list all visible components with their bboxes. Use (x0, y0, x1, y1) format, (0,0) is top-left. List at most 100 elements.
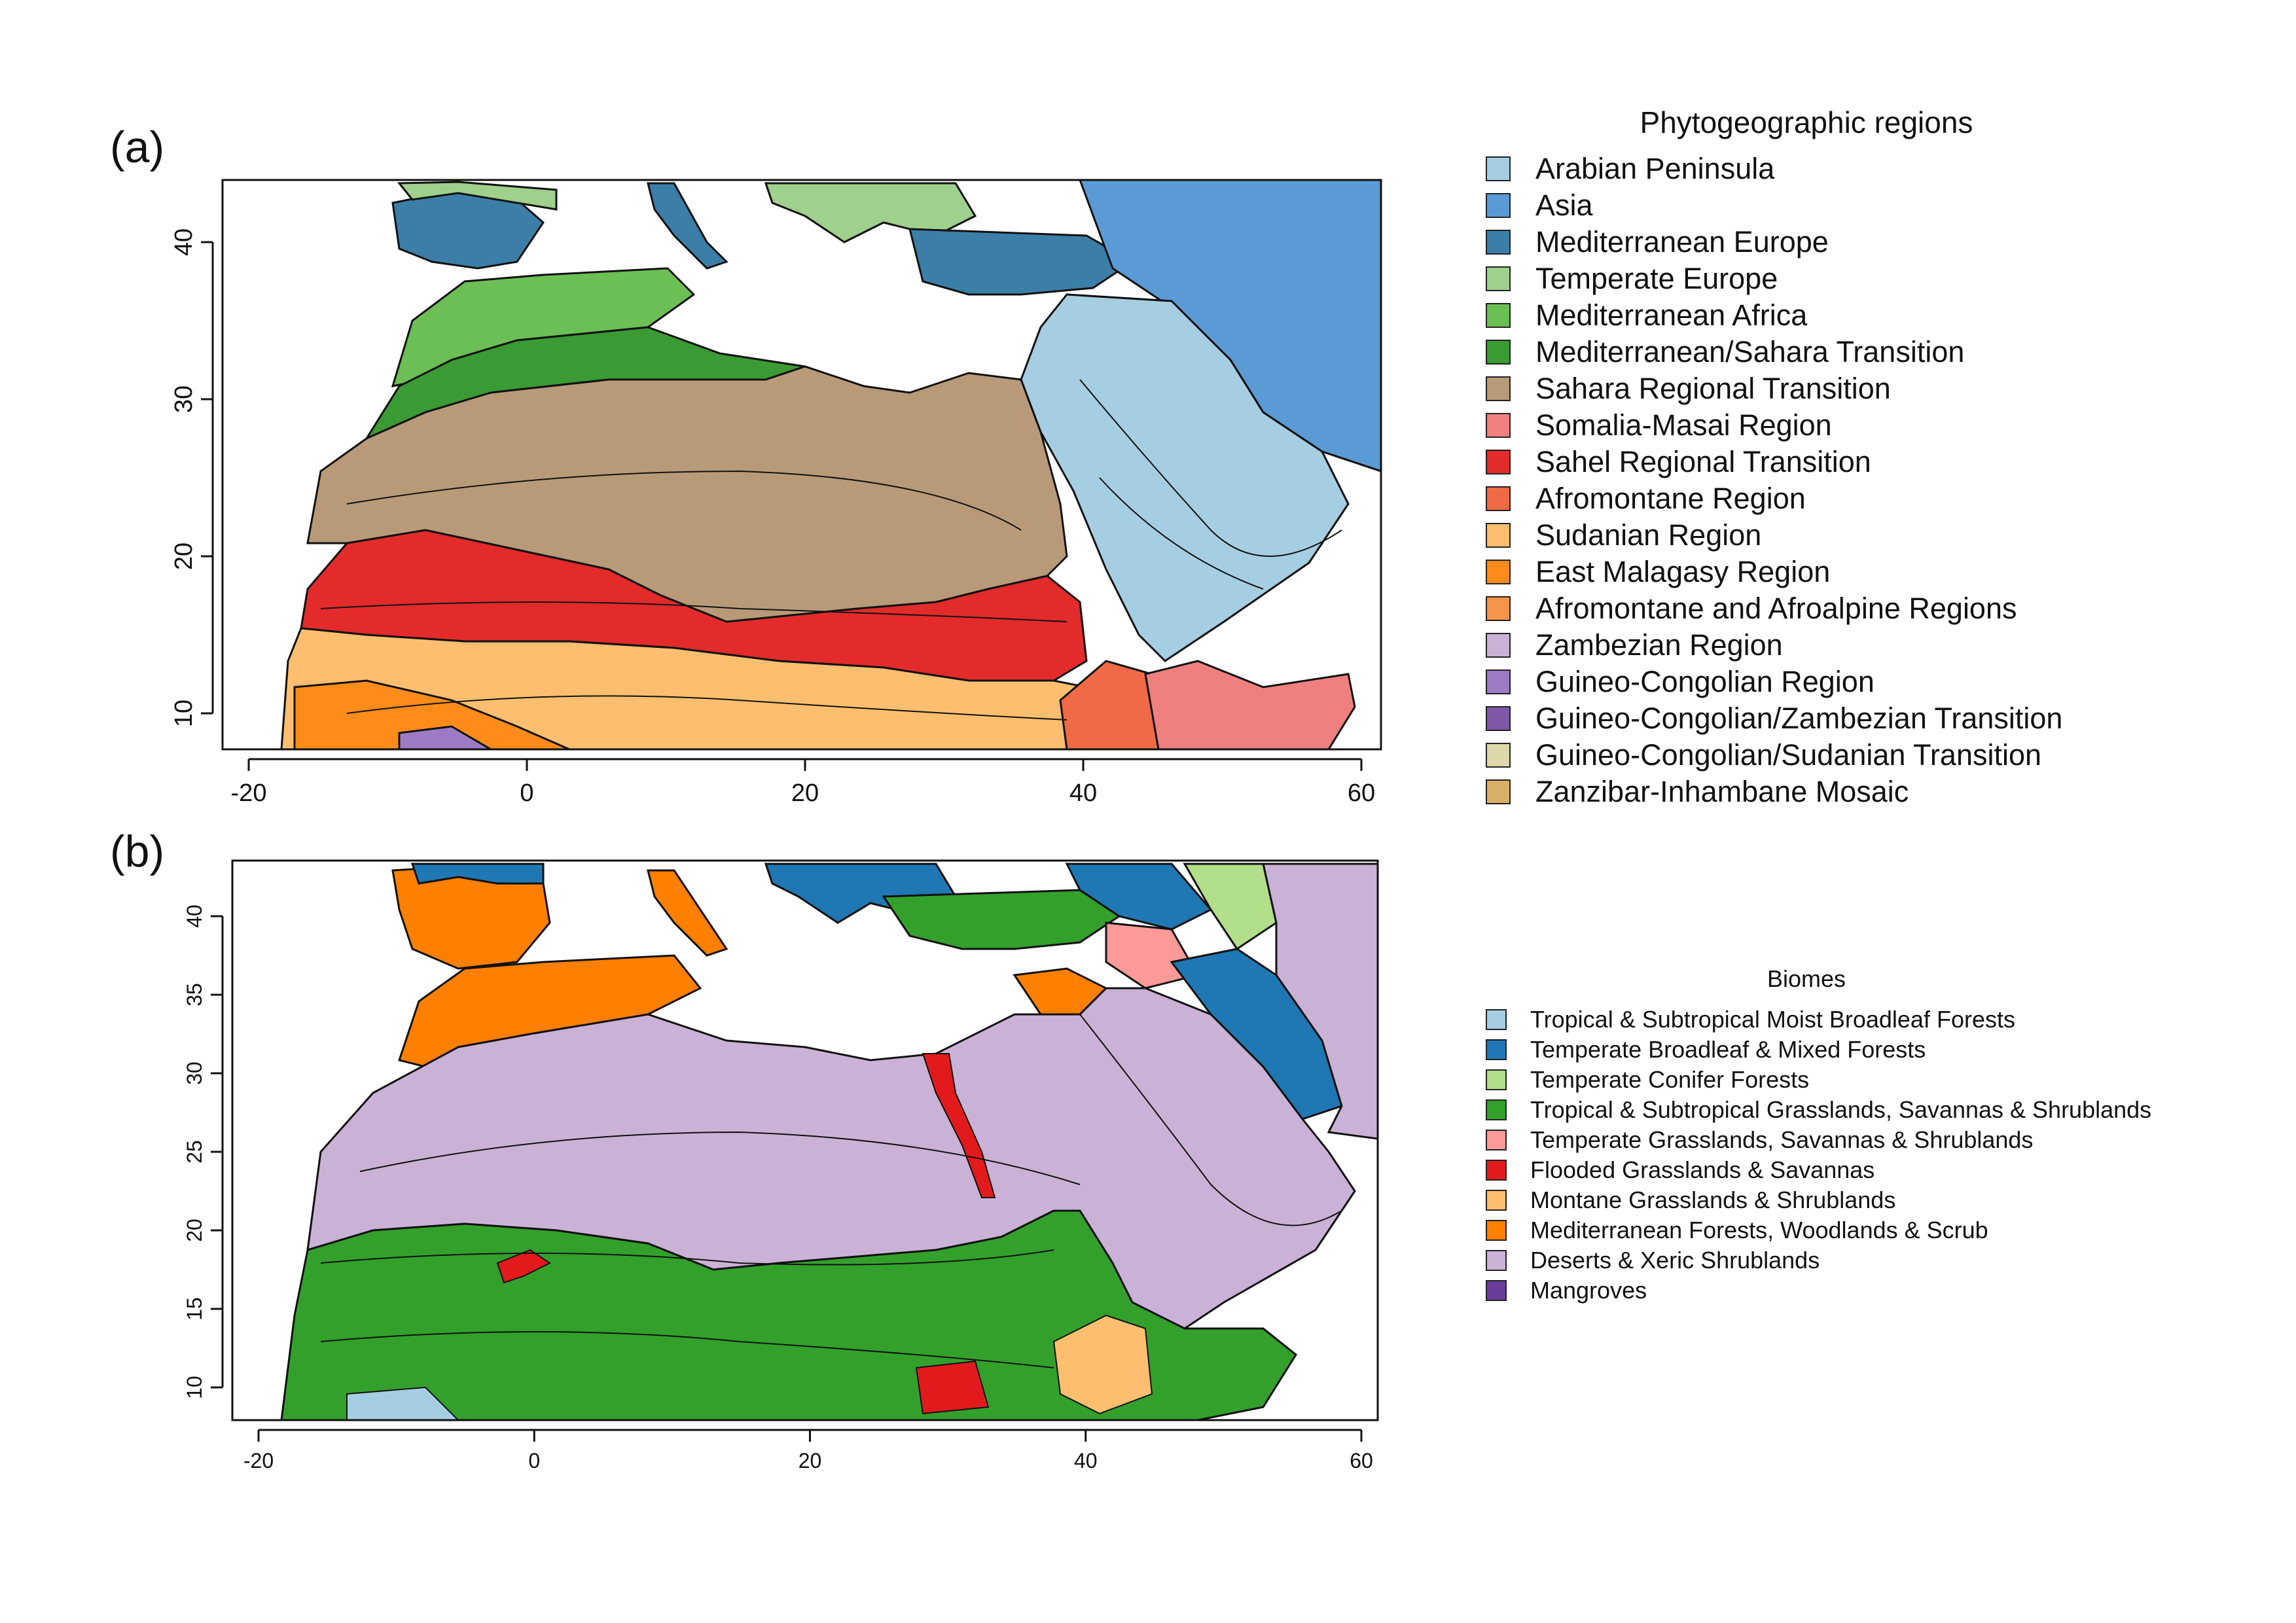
legend-label: Afromontane and Afroalpine Regions (1535, 592, 2017, 625)
legend-swatch (1486, 1250, 1507, 1271)
a-legend-item: Sudanian Region (1486, 517, 2238, 554)
panel-b-label: (b) (110, 827, 165, 876)
region-balkans (764, 182, 977, 243)
legend-swatch (1486, 1009, 1507, 1030)
legend-swatch (1486, 1160, 1507, 1181)
biome-flooded-sudd (915, 1360, 990, 1415)
x-tick-label: -20 (231, 779, 267, 807)
a-legend-item: Mediterranean Africa (1486, 297, 2238, 334)
biome-flooded-niger (496, 1249, 551, 1284)
legend-label: Tropical & Subtropical Grasslands, Savan… (1530, 1096, 2152, 1123)
x-tick-label: -20 (243, 1449, 274, 1472)
legend-label: Guineo-Congolian Region (1535, 665, 1874, 698)
b-legend-item: Temperate Grasslands, Savannas & Shrubla… (1486, 1125, 2258, 1155)
b-legend-item: Tropical & Subtropical Grasslands, Savan… (1486, 1095, 2258, 1125)
biome-ethiopian-montane (1052, 1314, 1153, 1415)
legend-label: Mangroves (1530, 1277, 1647, 1304)
a-legend-item: Asia (1486, 187, 2238, 224)
biomes-legend: Biomes Tropical & Subtropical Moist Broa… (1486, 965, 2258, 1306)
region-guineo-congolian (398, 725, 493, 749)
b-legend-item: Montane Grasslands & Shrublands (1486, 1185, 2258, 1215)
legend-b-title: Biomes (1767, 965, 1846, 992)
a-legend-item: Mediterranean Europe (1486, 224, 2238, 260)
legend-label: Sudanian Region (1535, 518, 1762, 552)
legend-swatch (1486, 450, 1511, 474)
y-tick-label: 20 (183, 1219, 206, 1242)
legend-swatch (1486, 1039, 1507, 1060)
legend-swatch (1486, 1220, 1507, 1241)
a-legend-item: Arabian Peninsula (1486, 151, 2238, 187)
y-tick-label: 35 (183, 983, 206, 1007)
legend-label: Somalia-Masai Region (1535, 408, 1832, 442)
legend-label: Sahara Regional Transition (1535, 372, 1891, 405)
b-legend-item: Mediterranean Forests, Woodlands & Scrub (1486, 1215, 2258, 1245)
y-tick-label: 20 (170, 543, 198, 570)
legend-label: Guineo-Congolian/Zambezian Transition (1535, 702, 2063, 735)
region-temperate-europe (397, 181, 558, 211)
y-tick-label: 30 (183, 1061, 206, 1085)
legend-swatch (1486, 340, 1511, 365)
x-axis-ticks-b: -20 0 20 40 60 (243, 1430, 1373, 1472)
b-legend-item: Temperate Conifer Forests (1486, 1065, 2258, 1095)
legend-swatch (1486, 413, 1511, 438)
y-tick-label: 40 (170, 228, 198, 256)
legend-swatch (1486, 523, 1511, 548)
legend-label: Asia (1535, 188, 1593, 222)
biome-asia-deserts (1262, 863, 1378, 1140)
biome-iberia-north (410, 863, 545, 885)
legend-label: Mediterranean Europe (1535, 225, 1829, 259)
legend-swatch (1486, 1099, 1507, 1120)
legend-label: Flooded Grasslands & Savannas (1530, 1156, 1875, 1183)
a-legend-item: Zambezian Region (1486, 627, 2238, 664)
a-legend-item: Zanzibar-Inhambane Mosaic (1486, 774, 2238, 810)
legend-label: Temperate Europe (1535, 262, 1778, 295)
phytogeographic-map: -20 0 20 40 60 10 20 30 40 (170, 179, 1382, 807)
legend-swatch (1486, 633, 1511, 658)
legend-label: Montane Grasslands & Shrublands (1530, 1186, 1896, 1213)
a-legend-item: Afromontane Region (1486, 480, 2238, 517)
legend-swatch (1486, 1130, 1507, 1150)
x-tick-label: 0 (528, 1449, 540, 1472)
panel-a-label: (a) (110, 122, 165, 172)
x-tick-label: 20 (798, 1449, 822, 1472)
legend-swatch (1486, 486, 1511, 511)
x-tick-label: 40 (1074, 1449, 1098, 1472)
legend-label: Guineo-Congolian/Sudanian Transition (1535, 738, 2042, 772)
region-anatolia (908, 228, 1134, 296)
a-legend-item: Afromontane and Afroalpine Regions (1486, 590, 2238, 627)
legend-swatch (1486, 669, 1511, 694)
legend-swatch (1486, 560, 1511, 584)
a-legend-item: East Malagasy Region (1486, 554, 2238, 590)
y-tick-label: 10 (183, 1376, 206, 1399)
biome-italy (647, 869, 728, 957)
a-legend-item: Guineo-Congolian Region (1486, 664, 2238, 700)
region-east-malagasy (293, 679, 570, 749)
legend-swatch (1486, 156, 1511, 181)
y-axis-ticks-b: 10 15 20 25 30 35 40 (183, 904, 223, 1399)
legend-label: Mediterranean/Sahara Transition (1535, 335, 1965, 368)
legend-label: Temperate Conifer Forests (1530, 1066, 1810, 1093)
legend-label: Sahel Regional Transition (1535, 445, 1871, 478)
x-tick-label: 0 (520, 779, 533, 807)
x-tick-label: 40 (1069, 779, 1097, 807)
legend-swatch (1486, 1069, 1507, 1090)
legend-swatch (1486, 266, 1511, 291)
y-tick-label: 30 (170, 385, 198, 413)
region-italy (647, 182, 728, 270)
legend-b-items: Tropical & Subtropical Moist Broadleaf F… (1486, 1005, 2258, 1306)
y-tick-label: 10 (170, 700, 198, 727)
legend-swatch (1486, 1280, 1507, 1301)
a-legend-item: Mediterranean/Sahara Transition (1486, 334, 2238, 370)
biome-caspian-conifer (1183, 863, 1278, 951)
legend-label: Zanzibar-Inhambane Mosaic (1535, 775, 1909, 808)
b-legend-item: Flooded Grasslands & Savannas (1486, 1155, 2258, 1185)
legend-label: Temperate Grasslands, Savannas & Shrubla… (1530, 1126, 2034, 1153)
legend-label: Temperate Broadleaf & Mixed Forests (1530, 1036, 1926, 1063)
legend-swatch (1486, 779, 1511, 804)
a-legend-item: Guineo-Congolian/Zambezian Transition (1486, 700, 2238, 737)
b-legend-item: Tropical & Subtropical Moist Broadleaf F… (1486, 1005, 2258, 1035)
b-legend-item: Temperate Broadleaf & Mixed Forests (1486, 1035, 2258, 1065)
legend-a-title: Phytogeographic regions (1640, 105, 1973, 139)
legend-swatch (1486, 1190, 1507, 1211)
a-legend-item: Sahel Regional Transition (1486, 444, 2238, 480)
